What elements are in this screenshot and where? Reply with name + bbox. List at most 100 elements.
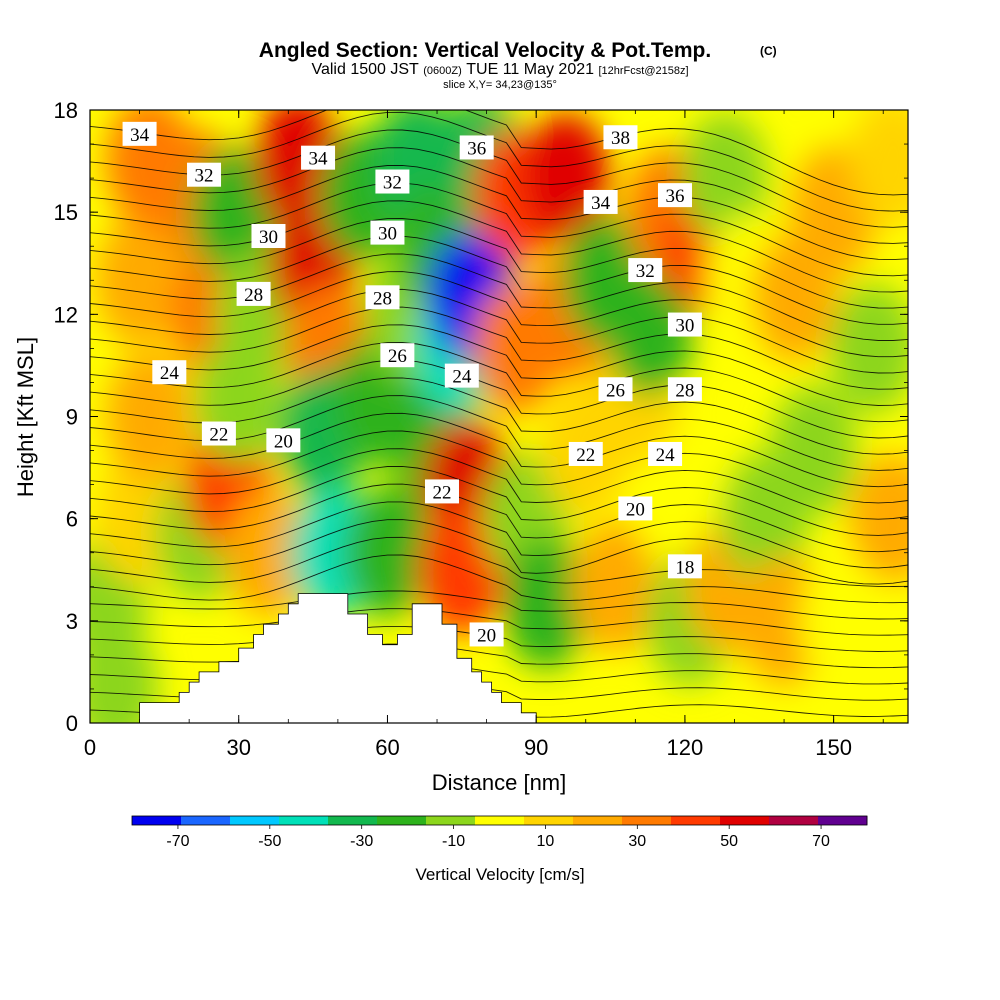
contour-label-text: 24 [452, 367, 472, 388]
colorbar-frame [131, 815, 868, 826]
contour-label-box [152, 360, 187, 385]
contour-label-text: 34 [309, 149, 329, 170]
colorbar-swatch [426, 816, 476, 825]
contour-label-text: 30 [259, 227, 278, 248]
colorbar-swatch [720, 816, 770, 825]
velocity-cell [849, 110, 908, 227]
isentrope-line [90, 110, 908, 196]
contour-label-box [667, 377, 702, 402]
colorbar-tick-label: -30 [350, 833, 373, 850]
contour-label-box [365, 285, 400, 310]
colorbar-swatch [132, 816, 182, 825]
contour-label-box [187, 162, 222, 187]
contour-label-box [301, 145, 336, 170]
contour-label-box [370, 220, 405, 245]
contour-label: 20 [618, 496, 653, 521]
contour-label-box [667, 554, 702, 579]
isentrope-line [90, 608, 908, 636]
colorbar-tick-label: -50 [258, 833, 281, 850]
isentrope-line [90, 536, 908, 587]
isentrope-line [90, 235, 908, 325]
contour-label: 28 [667, 377, 702, 402]
contour-label-text: 26 [388, 346, 407, 367]
colorbar-swatch [328, 816, 378, 825]
y-tick-label: 0 [66, 711, 78, 736]
y-tick-label: 6 [66, 507, 78, 532]
contour-label: 34 [583, 189, 618, 214]
colorbar-tick-label: -70 [166, 833, 189, 850]
colorbar-swatch [671, 816, 721, 825]
colorbar-swatch [279, 816, 329, 825]
isentrope-line [90, 448, 908, 520]
x-axis-ticks: 0 30 60 90 120 150 [84, 110, 884, 760]
contour-label-text: 32 [383, 173, 402, 194]
contour-label-text: 30 [675, 316, 694, 337]
contour-label-text: 32 [636, 261, 655, 282]
velocity-cell [502, 538, 590, 670]
colorbar-tick-label: 70 [812, 833, 830, 850]
isentrope-line [90, 590, 908, 620]
x-tick-label: 150 [815, 735, 852, 760]
colorbar-swatch [769, 816, 819, 825]
valid-prefix: Valid 1500 JST [311, 61, 419, 78]
isentrope-line [90, 218, 908, 309]
y-tick-label: 18 [54, 98, 78, 123]
colorbar-swatch [475, 816, 525, 825]
contour-label: 22 [568, 441, 603, 466]
contour-label-box [667, 312, 702, 337]
x-tick-label: 30 [226, 735, 250, 760]
contour-label-box [648, 441, 683, 466]
contour-label: 28 [365, 285, 400, 310]
contour-label: 28 [236, 281, 271, 306]
contour-label: 32 [187, 162, 222, 187]
contour-label-box [603, 125, 638, 150]
colorbar-swatch [377, 816, 427, 825]
contour-label-text: 28 [373, 288, 392, 309]
contour-label: 38 [603, 125, 638, 150]
colorbar-tick-label: -10 [442, 833, 465, 850]
x-tick-label: 0 [84, 735, 96, 760]
contour-label-text: 22 [432, 482, 451, 503]
contour-label-text: 30 [378, 224, 397, 245]
isentrope-line [90, 253, 908, 341]
contour-label: 34 [122, 121, 157, 146]
forecast-note: [12hrFcst@2158z] [598, 65, 688, 77]
contour-label: 32 [375, 169, 410, 194]
contour-label-box [657, 183, 692, 208]
velocity-cell [829, 283, 908, 414]
terrain-mask [90, 593, 537, 723]
isentrope-line [90, 501, 908, 569]
x-tick-label: 120 [667, 735, 704, 760]
colorbar-label: Vertical Velocity [cm/s] [415, 865, 584, 884]
y-tick-label: 9 [66, 405, 78, 430]
isentrope-line [90, 200, 908, 293]
isentrope-line [90, 465, 908, 536]
y-tick-label: 3 [66, 609, 78, 634]
contour-label-box [424, 479, 459, 504]
contour-label-box [469, 622, 504, 647]
isentrope-line [90, 430, 908, 504]
contour-label: 24 [152, 360, 187, 385]
contour-label-text: 18 [675, 557, 694, 578]
copyright-mark: (C) [760, 44, 777, 58]
isentrope-line [90, 288, 908, 374]
contour-label-text: 22 [576, 445, 595, 466]
isentrope-line [90, 147, 908, 244]
y-tick-label: 12 [54, 302, 78, 327]
isentrope-line [90, 554, 908, 604]
isentrope-line [90, 412, 908, 488]
contour-label: 26 [598, 377, 633, 402]
isentrope-line [90, 324, 908, 406]
contour-label-box [251, 224, 286, 249]
contour-label: 36 [657, 183, 692, 208]
contour-label-box [236, 281, 271, 306]
contour-label-box [266, 428, 301, 453]
colorbar-swatch [622, 816, 672, 825]
valid-date: TUE 11 May 2021 [466, 61, 594, 78]
isentrope-line [90, 342, 908, 423]
isentrope-line [90, 359, 908, 439]
contour-label-text: 28 [675, 380, 694, 401]
isentrope-line [90, 483, 908, 553]
